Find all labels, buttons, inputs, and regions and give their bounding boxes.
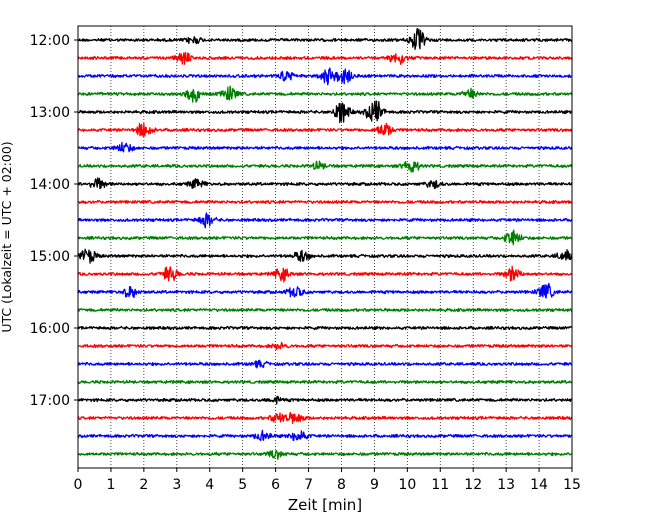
x-tick-label: 1: [106, 477, 115, 493]
x-tick-label: 5: [238, 477, 247, 493]
trace-line: [77, 265, 573, 283]
plot-frame: [77, 25, 573, 469]
trace-line: [77, 248, 573, 264]
x-tick-label: 12: [464, 477, 482, 493]
x-tick-label: 4: [205, 477, 214, 493]
trace-line: [77, 395, 573, 405]
trace-line: [77, 429, 573, 442]
x-tick-label: 9: [370, 477, 379, 493]
trace-line: [77, 229, 573, 246]
trace-line: [77, 450, 573, 460]
trace-line: [77, 122, 573, 138]
y-tick-label: 12:00: [30, 33, 70, 49]
trace-group: [77, 27, 573, 460]
x-tick-label: 15: [563, 477, 581, 493]
trace-line: [77, 411, 573, 425]
trace-line: [77, 379, 573, 385]
x-tick-label: 14: [530, 477, 548, 493]
x-axis-ticks: 0 1 2 3 4 5 6 7 8 9 10 11 12 13 14 15: [74, 468, 581, 493]
trace-line: [77, 67, 573, 86]
trace-line: [77, 307, 573, 313]
trace-line: [77, 85, 573, 103]
trace-line: [77, 160, 573, 173]
x-tick-label: 8: [337, 477, 346, 493]
x-tick-label: 3: [172, 477, 181, 493]
y-axis-ticks: 12:00 13:00 14:00 15:00 16:00 17:00: [30, 33, 78, 409]
trace-line: [77, 27, 573, 50]
x-tick-label: 0: [74, 477, 83, 493]
x-tick-label: 6: [271, 477, 280, 493]
y-tick-label: 17:00: [30, 393, 70, 409]
y-tick-label: 14:00: [30, 177, 70, 193]
y-tick-label: 16:00: [30, 321, 70, 337]
trace-line: [77, 100, 573, 124]
y-axis-label: UTC (Lokalzeit = UTC + 02:00): [0, 141, 14, 332]
trace-line: [77, 51, 573, 65]
y-tick-label: 15:00: [30, 249, 70, 265]
y-tick-label: 13:00: [30, 105, 70, 121]
trace-line: [77, 341, 573, 351]
x-tick-label: 7: [304, 477, 313, 493]
trace-line: [77, 177, 573, 190]
x-tick-label: 13: [497, 477, 515, 493]
trace-line: [77, 359, 573, 369]
trace-line: [77, 212, 573, 229]
trace-line: [77, 199, 573, 205]
x-tick-label: 11: [431, 477, 449, 493]
trace-line: [77, 282, 573, 299]
x-tick-label: 2: [139, 477, 148, 493]
trace-line: [77, 325, 573, 331]
x-tick-label: 10: [398, 477, 416, 493]
x-axis-label: Zeit [min]: [288, 496, 362, 514]
trace-line: [77, 141, 573, 153]
